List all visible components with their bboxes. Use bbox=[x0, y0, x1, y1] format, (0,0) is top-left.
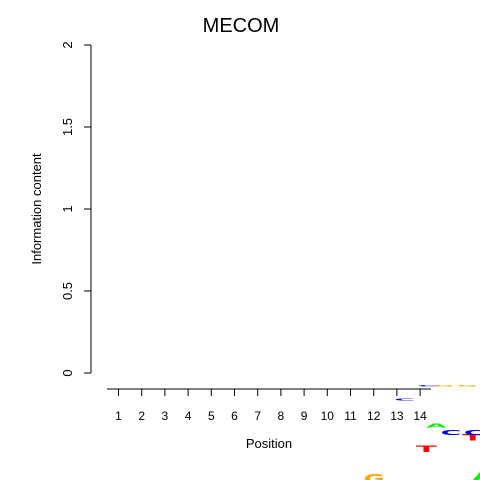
x-tick-label: 7 bbox=[254, 409, 261, 423]
logo-letter-t: T bbox=[462, 433, 480, 443]
logo-letter-t: T bbox=[439, 479, 461, 480]
y-axis-label: Information content bbox=[29, 153, 44, 265]
x-tick-label: 14 bbox=[413, 409, 427, 423]
x-tick-label: 11 bbox=[344, 409, 357, 423]
logo-letter-t: T bbox=[416, 444, 438, 454]
x-tick-label: 1 bbox=[115, 409, 122, 423]
x-tick-label: 12 bbox=[367, 409, 381, 423]
y-tick-label: 1 bbox=[60, 205, 75, 212]
logo-letter-c: C bbox=[417, 385, 438, 387]
x-tick-label: 8 bbox=[278, 409, 285, 423]
logo-letter-g: G bbox=[433, 385, 454, 387]
logo-letter-a: A bbox=[426, 423, 448, 430]
logo-letter-g: G bbox=[457, 385, 478, 387]
x-tick-label: 2 bbox=[138, 409, 145, 423]
x-tick-label: 6 bbox=[231, 409, 238, 423]
logo-letter-g: G bbox=[364, 471, 385, 480]
y-tick-label: 2 bbox=[60, 41, 75, 48]
y-tick-label: 0 bbox=[60, 369, 75, 376]
logo-letter-c: C bbox=[464, 428, 480, 436]
logo-letter-c: C bbox=[441, 428, 462, 436]
x-tick-label: 13 bbox=[390, 409, 404, 423]
chart-title: MECOM bbox=[203, 15, 280, 37]
letter-stacks: CTGACGTAACTGGTCAGATCCTGACTGATCAGTCGAGACT… bbox=[364, 385, 480, 480]
logo-letter-a: A bbox=[472, 471, 480, 480]
x-tick-label: 9 bbox=[301, 409, 308, 423]
x-tick-label: 4 bbox=[185, 409, 192, 423]
x-axis-label: Position bbox=[246, 436, 292, 451]
y-tick-label: 0.5 bbox=[60, 282, 75, 300]
x-axis: 1 2 3 4 5 6 7 8 9 10 11 12 13 14 bbox=[107, 388, 431, 423]
logo-letter-c: C bbox=[394, 398, 415, 401]
x-tick-label: 3 bbox=[162, 409, 169, 423]
x-tick-label: 5 bbox=[208, 409, 215, 423]
y-tick-label: 1.5 bbox=[60, 118, 75, 136]
x-tick-label: 10 bbox=[321, 409, 335, 423]
y-axis: 0 0.5 1 1.5 2 bbox=[60, 41, 92, 377]
